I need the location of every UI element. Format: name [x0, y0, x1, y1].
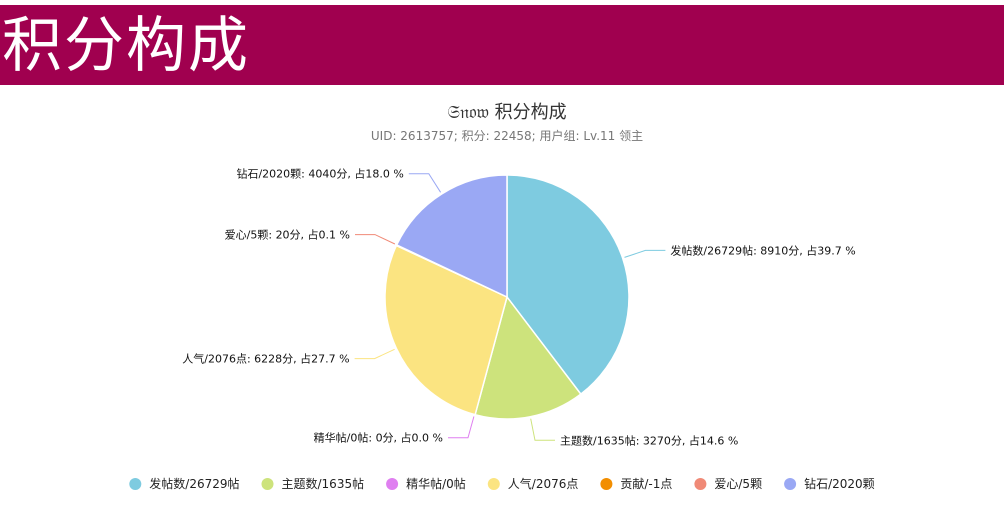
legend-marker [694, 478, 707, 490]
slice-data-label: 主题数/1635帖: 3270分, 占14.6 % [560, 433, 738, 447]
page-title: 积分构成 [2, 11, 250, 81]
label-leader-line [408, 173, 442, 193]
label-leader-line [448, 416, 475, 439]
label-leader-line [530, 418, 555, 441]
legend-item[interactable]: 人气/2076点 [487, 476, 579, 491]
legend-item[interactable]: 爱心/5颗 [694, 477, 762, 491]
legend-marker [487, 478, 500, 490]
label-leader-line [624, 249, 666, 258]
legend-marker [784, 478, 797, 490]
pie-slice[interactable] [395, 174, 508, 299]
chart-subtitle: UID: 2613757; 积分: 22458; 用户组: Lv.11 领主 [371, 128, 643, 143]
label-leader-line [354, 348, 395, 360]
pie-slice[interactable] [506, 174, 630, 396]
pie-slice[interactable] [474, 295, 582, 420]
legend-item[interactable]: 钻石/2020颗 [784, 476, 875, 491]
slice-data-label: 钻石/2020颗: 4040分, 占18.0 % [236, 167, 403, 181]
label-leader-line [355, 234, 396, 245]
slice-data-label: 人气/2076点: 6228分, 占27.7 % [182, 352, 349, 366]
page-header: 积分构成 [0, 5, 1004, 85]
legend-marker [386, 478, 399, 490]
legend-item[interactable]: 主题数/1635帖 [261, 476, 365, 491]
legend-label: 人气/2076点 [508, 476, 579, 491]
legend-item[interactable]: 贡献/-1点 [600, 476, 672, 491]
pie-slice[interactable] [384, 244, 508, 416]
pie-chart: 𝔖𝔫𝔬𝔴 积分构成 UID: 2613757; 积分: 22458; 用户组: … [129, 102, 875, 491]
legend-marker [600, 478, 613, 490]
slice-data-label: 精华帖/0帖: 0分, 占0.0 % [314, 431, 443, 445]
legend-label: 发帖数/26729帖 [149, 476, 239, 491]
legend-label: 爱心/5颗 [714, 477, 762, 491]
legend-item[interactable]: 精华帖/0帖 [386, 476, 466, 491]
legend-marker [261, 478, 274, 490]
slice-data-label: 爱心/5颗: 20分, 占0.1 % [225, 228, 350, 242]
legend-marker [129, 478, 142, 490]
legend-label: 钻石/2020颗 [804, 476, 875, 491]
legend-label: 精华帖/0帖 [406, 476, 466, 491]
chart-title: 𝔖𝔫𝔬𝔴 积分构成 [447, 102, 566, 123]
slice-data-label: 发帖数/26729帖: 8910分, 占39.7 % [670, 243, 855, 257]
legend-item[interactable]: 发帖数/26729帖 [129, 476, 240, 491]
legend-label: 贡献/-1点 [620, 476, 672, 491]
legend-label: 主题数/1635帖 [282, 476, 365, 491]
